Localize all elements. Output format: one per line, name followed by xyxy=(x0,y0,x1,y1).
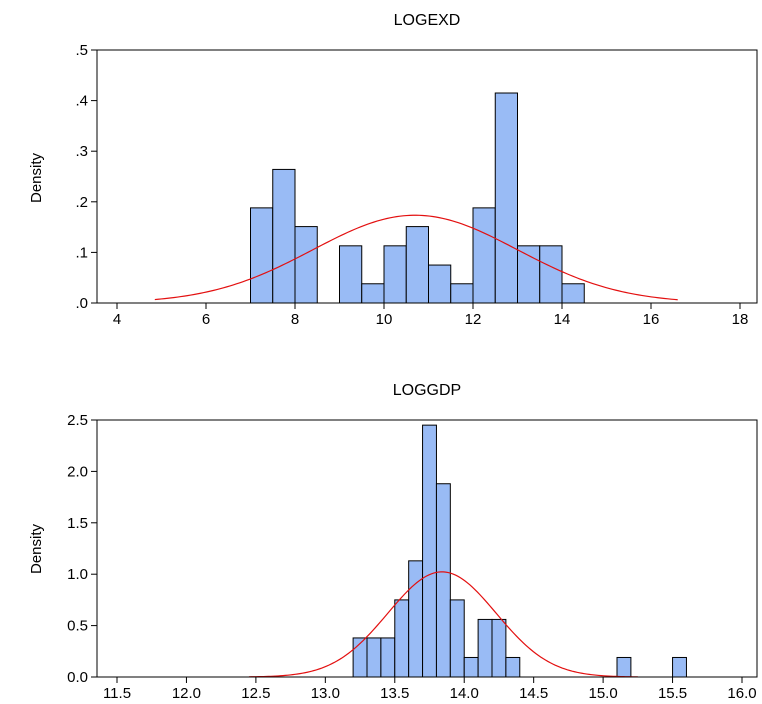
loggdp-y-tick-label-2: 1.0 xyxy=(67,566,88,583)
logexd-x-tick-label-2: 8 xyxy=(291,311,299,328)
loggdp-x-tick-label-3: 13.0 xyxy=(311,685,340,702)
loggdp-x-tick-label-5: 14.0 xyxy=(450,685,479,702)
logexd-bar-12 xyxy=(539,245,563,304)
loggdp-x-tick-label-1: 12.0 xyxy=(172,685,201,702)
loggdp-y-tick-label-4: 2.0 xyxy=(67,463,88,480)
loggdp-y-tick-label-5: 2.5 xyxy=(67,412,88,429)
loggdp-x-tick-label-9: 16.0 xyxy=(727,685,756,702)
loggdp-bar-5 xyxy=(422,424,437,678)
logexd-y-tick-label-3: .3 xyxy=(75,143,88,160)
logexd-x-tick-label-7: 18 xyxy=(732,311,749,328)
loggdp-plot-frame xyxy=(96,419,758,678)
loggdp-y-axis-label: Density xyxy=(28,523,45,574)
logexd-bar-3 xyxy=(339,245,363,304)
logexd-x-ticks: 4 6 8 10 12 14 16 18 xyxy=(113,303,749,328)
logexd-y-tick-label-2: .2 xyxy=(75,194,88,211)
logexd-bar-8 xyxy=(450,283,474,304)
loggdp-bar-1 xyxy=(366,637,382,678)
loggdp-normal-curve-layer xyxy=(248,571,638,678)
logexd-bar-2 xyxy=(294,226,318,304)
loggdp-y-tick-label-1: 0.5 xyxy=(67,618,88,635)
logexd-bar-11 xyxy=(517,245,541,304)
loggdp-x-tick-label-6: 14.5 xyxy=(519,685,548,702)
logexd-histogram-panel: LOGEXD Density .0 .1 .2 .3 .4 .5 4 6 8 10 12 14 16 1… xyxy=(28,12,758,328)
logexd-x-tick-label-1: 6 xyxy=(202,311,210,328)
loggdp-normal-density-curve xyxy=(248,571,638,678)
loggdp-x-tick-label-8: 15.5 xyxy=(658,685,687,702)
logexd-bar-1 xyxy=(272,168,296,304)
loggdp-bar-9 xyxy=(477,618,493,678)
logexd-bars xyxy=(250,92,585,304)
logexd-x-tick-label-0: 4 xyxy=(113,311,121,328)
logexd-chart-title: LOGEXD xyxy=(394,12,461,29)
logexd-x-tick-label-4: 12 xyxy=(465,311,482,328)
loggdp-histogram-panel: LOGGDP Density 0.0 0.5 1.0 1.5 2.0 2.5 11.5 12… xyxy=(28,382,758,702)
loggdp-bar-12 xyxy=(616,656,632,678)
logexd-normal-density-curve xyxy=(154,214,678,301)
logexd-x-tick-label-6: 16 xyxy=(643,311,660,328)
loggdp-y-ticks: 0.0 0.5 1.0 1.5 2.0 2.5 xyxy=(67,412,97,686)
loggdp-y-tick-label-3: 1.5 xyxy=(67,515,88,532)
loggdp-bar-4 xyxy=(408,560,424,678)
logexd-x-tick-label-5: 14 xyxy=(554,311,571,328)
logexd-y-ticks: .0 .1 .2 .3 .4 .5 xyxy=(75,42,97,312)
logexd-y-axis-label: Density xyxy=(28,152,45,203)
logexd-y-tick-label-4: .4 xyxy=(75,93,88,110)
loggdp-bar-13 xyxy=(672,656,687,678)
loggdp-bar-8 xyxy=(463,656,479,678)
loggdp-bar-7 xyxy=(449,599,465,678)
loggdp-x-tick-label-7: 15.0 xyxy=(589,685,618,702)
logexd-bar-4 xyxy=(361,283,385,304)
logexd-y-tick-label-1: .1 xyxy=(75,244,88,261)
logexd-bar-6 xyxy=(405,226,429,304)
logexd-y-tick-label-0: .0 xyxy=(75,295,88,312)
loggdp-bar-2 xyxy=(380,637,396,678)
loggdp-x-tick-label-4: 13.5 xyxy=(380,685,409,702)
loggdp-bar-3 xyxy=(394,599,410,678)
loggdp-x-ticks: 11.5 12.0 12.5 13.0 13.5 14.0 14.5 15.0 15.5 16.0 xyxy=(103,677,757,702)
loggdp-bar-6 xyxy=(435,483,451,678)
loggdp-bar-11 xyxy=(505,656,521,678)
loggdp-bar-10 xyxy=(491,618,507,678)
loggdp-chart-title: LOGGDP xyxy=(393,382,461,399)
logexd-bar-0 xyxy=(250,207,274,304)
logexd-bar-13 xyxy=(561,283,585,304)
logexd-bar-9 xyxy=(472,207,496,304)
logexd-plot-frame xyxy=(96,49,758,304)
loggdp-bars xyxy=(352,424,687,678)
logexd-bar-5 xyxy=(383,245,407,304)
loggdp-x-tick-label-0: 11.5 xyxy=(103,685,131,702)
loggdp-y-tick-label-0: 0.0 xyxy=(67,669,88,686)
logexd-x-tick-label-3: 10 xyxy=(376,311,393,328)
logexd-bar-7 xyxy=(428,264,452,304)
logexd-normal-curve-layer xyxy=(154,214,678,301)
logexd-y-tick-label-5: .5 xyxy=(75,42,88,59)
loggdp-x-tick-label-2: 12.5 xyxy=(241,685,270,702)
logexd-bar-10 xyxy=(494,92,518,304)
